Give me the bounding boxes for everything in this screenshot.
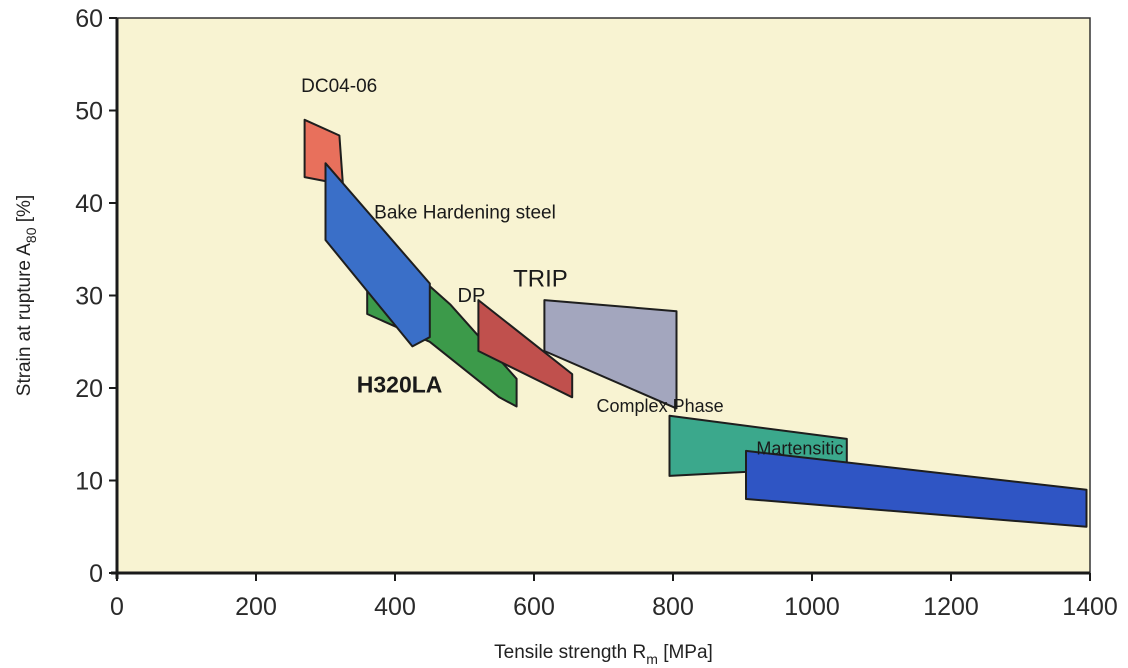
y-tick-label: 50: [75, 98, 103, 126]
x-axis-title: Tensile strength Rm [MPa]: [494, 642, 713, 667]
y-tick-label: 40: [75, 190, 103, 218]
region-label-dp: DP: [458, 285, 486, 307]
x-tick-label: 1400: [1062, 593, 1118, 621]
region-trip: [543, 299, 678, 410]
material-regions: [303, 118, 1088, 528]
y-tick-label: 30: [75, 283, 103, 311]
region-label-martensitic: Martensitic: [756, 439, 843, 459]
region-label-trip: TRIP: [513, 265, 568, 292]
y-axis-title: Strain at rupture A80 [%]: [14, 195, 39, 396]
y-tick-label: 0: [89, 560, 103, 588]
region-martensitic: [745, 449, 1088, 528]
y-tick-label: 10: [75, 468, 103, 496]
region-labels: DC04-06 H320LA Bake Hardening steel DP TRIP C…: [301, 76, 843, 459]
y-tick-label: 20: [75, 375, 103, 403]
region-label-bake-hardening-steel: Bake Hardening steel: [374, 203, 556, 224]
x-tick-label: 1000: [784, 593, 840, 621]
x-axis-ticks: 0 200 400 600 800 1000 1200 1400: [110, 573, 1118, 621]
x-tick-label: 800: [652, 593, 694, 621]
y-axis-ticks: 0 10 20 30 40 50 60: [75, 5, 117, 588]
x-tick-label: 600: [513, 593, 555, 621]
x-tick-label: 200: [235, 593, 277, 621]
region-bake-hardening-steel: [324, 162, 431, 348]
y-tick-label: 60: [75, 5, 103, 33]
x-tick-label: 1200: [923, 593, 979, 621]
region-dp: [477, 299, 574, 399]
x-tick-label: 400: [374, 593, 416, 621]
x-tick-label: 0: [110, 593, 124, 621]
region-label-complex-phase: Complex Phase: [597, 396, 724, 416]
region-label-h320la: H320LA: [357, 372, 443, 398]
region-label-dc04-06: DC04-06: [301, 76, 377, 97]
